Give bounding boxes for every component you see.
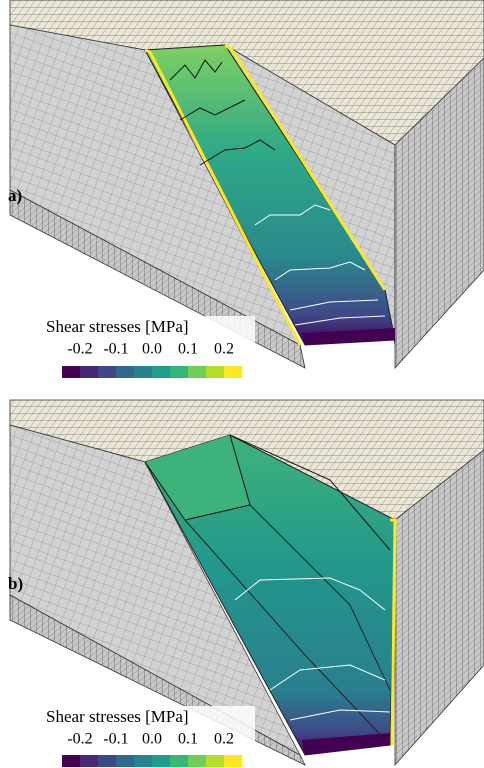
colorbar-cell bbox=[134, 755, 152, 767]
colorbar-tick-label: -0.2 bbox=[67, 341, 92, 358]
colorbar-cell bbox=[98, 366, 116, 378]
panel-label: a) bbox=[8, 186, 22, 205]
colorbar-cell bbox=[152, 755, 170, 767]
colorbar-cell bbox=[224, 366, 242, 378]
panel-label: b) bbox=[8, 574, 23, 593]
colorbar-cell bbox=[116, 366, 134, 378]
colorbar-cell bbox=[188, 755, 206, 767]
colorbar-cell bbox=[170, 366, 188, 378]
colorbar-cell bbox=[188, 366, 206, 378]
colorbar-tick-label: -0.1 bbox=[103, 341, 128, 358]
colorbar-cell bbox=[80, 755, 98, 767]
colorbar-cell bbox=[134, 366, 152, 378]
colorbar-tick-label: -0.2 bbox=[67, 731, 92, 748]
colorbar-tick-label: 0.2 bbox=[214, 731, 234, 748]
figure: a) Shear stresses [MPa] -0.2 -0.1 0.0 0.1 0.2 b… bbox=[0, 0, 484, 768]
colorbar-cell bbox=[206, 755, 224, 767]
colorbar-title: Shear stresses [MPa] bbox=[46, 707, 189, 726]
colorbar-tick-label: 0.2 bbox=[214, 341, 234, 358]
panel-a-render bbox=[10, 0, 484, 368]
colorbar-tick-label: 0.0 bbox=[142, 731, 162, 748]
colorbar-cell bbox=[224, 755, 242, 767]
colorbar-cell bbox=[62, 755, 80, 767]
colorbar-cell bbox=[62, 366, 80, 378]
colorbar-cell bbox=[170, 755, 188, 767]
colorbar-cell bbox=[152, 366, 170, 378]
colorbar-cell bbox=[80, 366, 98, 378]
colorbar-tick-label: 0.1 bbox=[178, 341, 198, 358]
colorbar-tick-label: -0.1 bbox=[103, 731, 128, 748]
colorbar-tick-label: 0.0 bbox=[142, 341, 162, 358]
colorbar-cell bbox=[206, 366, 224, 378]
colorbar-cell bbox=[116, 755, 134, 767]
colorbar-title: Shear stresses [MPa] bbox=[46, 317, 189, 336]
colorbar-tick-label: 0.1 bbox=[178, 731, 198, 748]
colorbar-cell bbox=[98, 755, 116, 767]
